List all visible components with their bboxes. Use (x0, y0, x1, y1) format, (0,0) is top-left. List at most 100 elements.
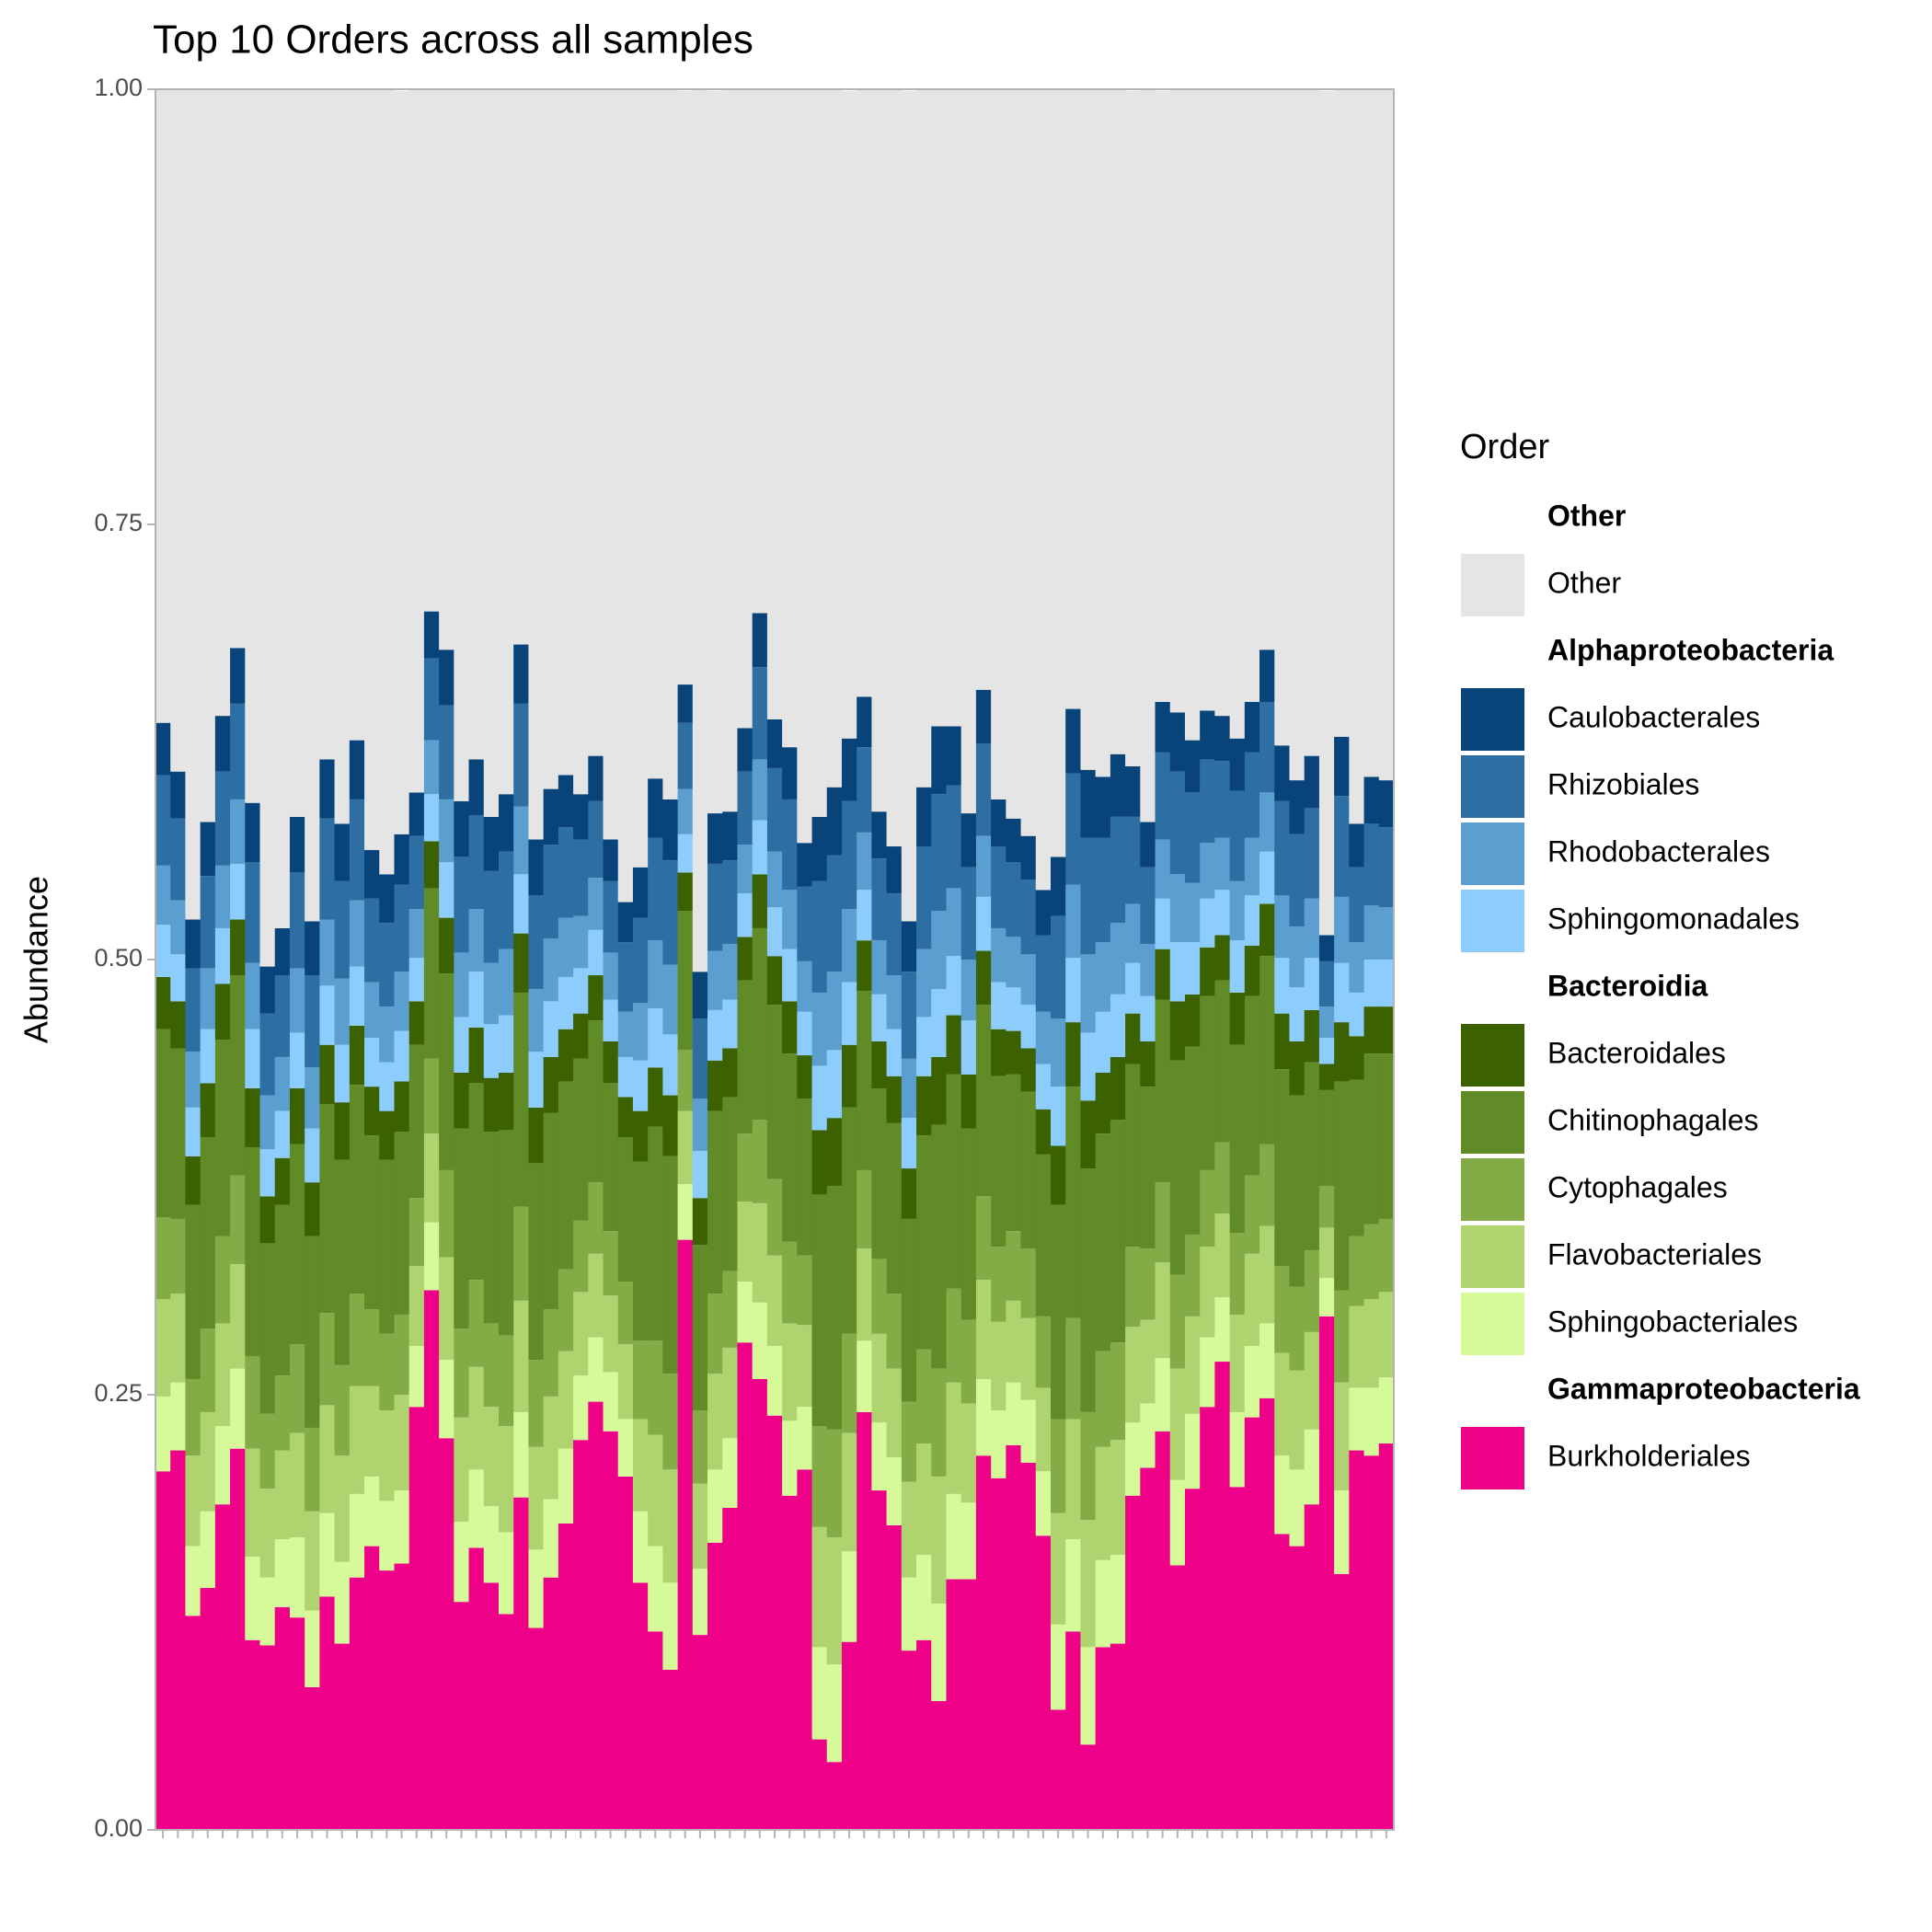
bar-segment (886, 975, 903, 1029)
bar-segment (975, 1455, 992, 1830)
bar-segment (483, 1582, 500, 1830)
bar-segment (1035, 89, 1052, 891)
bar-segment (1334, 962, 1350, 1023)
bar-segment (707, 1469, 723, 1543)
bar-segment (334, 978, 351, 1045)
bar-segment (245, 1639, 261, 1830)
bar-segment (305, 1128, 320, 1183)
bar-segment (811, 1526, 828, 1648)
bar-segment (1378, 1292, 1394, 1378)
bar-segment (1169, 1368, 1186, 1480)
legend-key (1459, 1291, 1526, 1357)
bar-segment (946, 1074, 962, 1289)
bar-segment (1244, 1417, 1260, 1830)
legend-key (1459, 552, 1526, 618)
bar-segment (662, 1156, 679, 1374)
bar-segment (170, 900, 187, 955)
bar-segment (155, 1471, 171, 1830)
bar-segment (1095, 1072, 1111, 1134)
bar-segment (364, 89, 380, 850)
bar-segment (155, 1396, 171, 1472)
bar-segment (991, 982, 1006, 1029)
bar-segment (170, 954, 187, 1002)
bar-segment (214, 927, 231, 984)
bar-segment (886, 1075, 903, 1123)
bar-segment (841, 738, 857, 801)
bar-segment (408, 1198, 425, 1266)
chart-title: Top 10 Orders across all samples (153, 17, 753, 63)
bar-segment (319, 759, 336, 819)
bar-segment (826, 855, 843, 972)
bar-segment (871, 1041, 888, 1089)
bar-segment (946, 888, 962, 957)
bar-segment (1140, 867, 1156, 944)
bar-segment (722, 1507, 739, 1830)
bar-segment (439, 1169, 454, 1258)
bar-segment (408, 1346, 425, 1408)
bar-segment (214, 865, 231, 928)
bar-segment (1289, 1095, 1305, 1287)
bar-segment (483, 816, 500, 871)
bar-segment (1080, 1744, 1097, 1830)
bar-segment (975, 950, 992, 1006)
bar-segment (543, 1056, 559, 1113)
bar-segment (931, 1476, 948, 1604)
bar-segment (797, 1407, 813, 1470)
bar-segment (916, 1443, 932, 1556)
bar-segment (1318, 1316, 1335, 1830)
bar-segment (588, 755, 604, 801)
bar-segment (931, 794, 948, 912)
bar-segment (916, 1639, 932, 1830)
bar-segment (826, 1429, 843, 1538)
bar-segment (1155, 1182, 1171, 1263)
bar-segment (857, 747, 873, 833)
legend-key (1459, 1089, 1526, 1156)
bar-segment (797, 1098, 813, 1256)
bar-segment (364, 1135, 380, 1310)
bar-segment (946, 1015, 962, 1075)
bar-segment (857, 991, 873, 1170)
bar-segment (1155, 999, 1171, 1183)
bar-segment (1065, 1631, 1082, 1830)
bar-segment (916, 949, 932, 1018)
bar-segment (408, 958, 425, 1002)
bar-segment (394, 90, 410, 834)
bar-segment (1378, 1006, 1394, 1054)
bar-segment (200, 822, 216, 877)
legend-label: Burkholderiales (1547, 1439, 1751, 1472)
bar-segment (901, 1577, 917, 1651)
bar-segment (349, 966, 365, 1026)
bar-segment (155, 1217, 171, 1299)
bar-segment (334, 89, 351, 824)
bar-segment (617, 1097, 634, 1137)
bar-segment (1244, 1346, 1260, 1418)
bar-segment (648, 940, 663, 1008)
bar-segment (811, 1426, 828, 1527)
bar-segment (454, 952, 470, 1018)
bar-segment (677, 90, 694, 685)
legend-key (1459, 1022, 1526, 1088)
bar-segment (632, 1060, 649, 1111)
bar-segment (543, 845, 559, 939)
bar-segment (349, 1577, 365, 1830)
bar-segment (1259, 1225, 1275, 1324)
bar-segment (408, 1265, 425, 1347)
bar-segment (423, 89, 440, 612)
bar-segment (1035, 1011, 1052, 1064)
legend-key (1459, 888, 1526, 954)
bar-segment (603, 1231, 619, 1296)
bar-segment (886, 1294, 903, 1369)
bar-segment (1125, 1495, 1141, 1830)
bar-segment (498, 1532, 514, 1615)
bar-segment (1378, 89, 1394, 781)
bar-segment (259, 1196, 276, 1244)
bar-segment (498, 1614, 514, 1830)
bar-segment (289, 1432, 305, 1538)
bar-segment (185, 89, 201, 920)
bar-segment (886, 1122, 903, 1294)
bar-segment (811, 1194, 828, 1427)
bar-segment (991, 89, 1006, 799)
bar-segment (245, 962, 261, 1029)
bar-segment (707, 1060, 723, 1111)
bar-segment (782, 1241, 798, 1324)
